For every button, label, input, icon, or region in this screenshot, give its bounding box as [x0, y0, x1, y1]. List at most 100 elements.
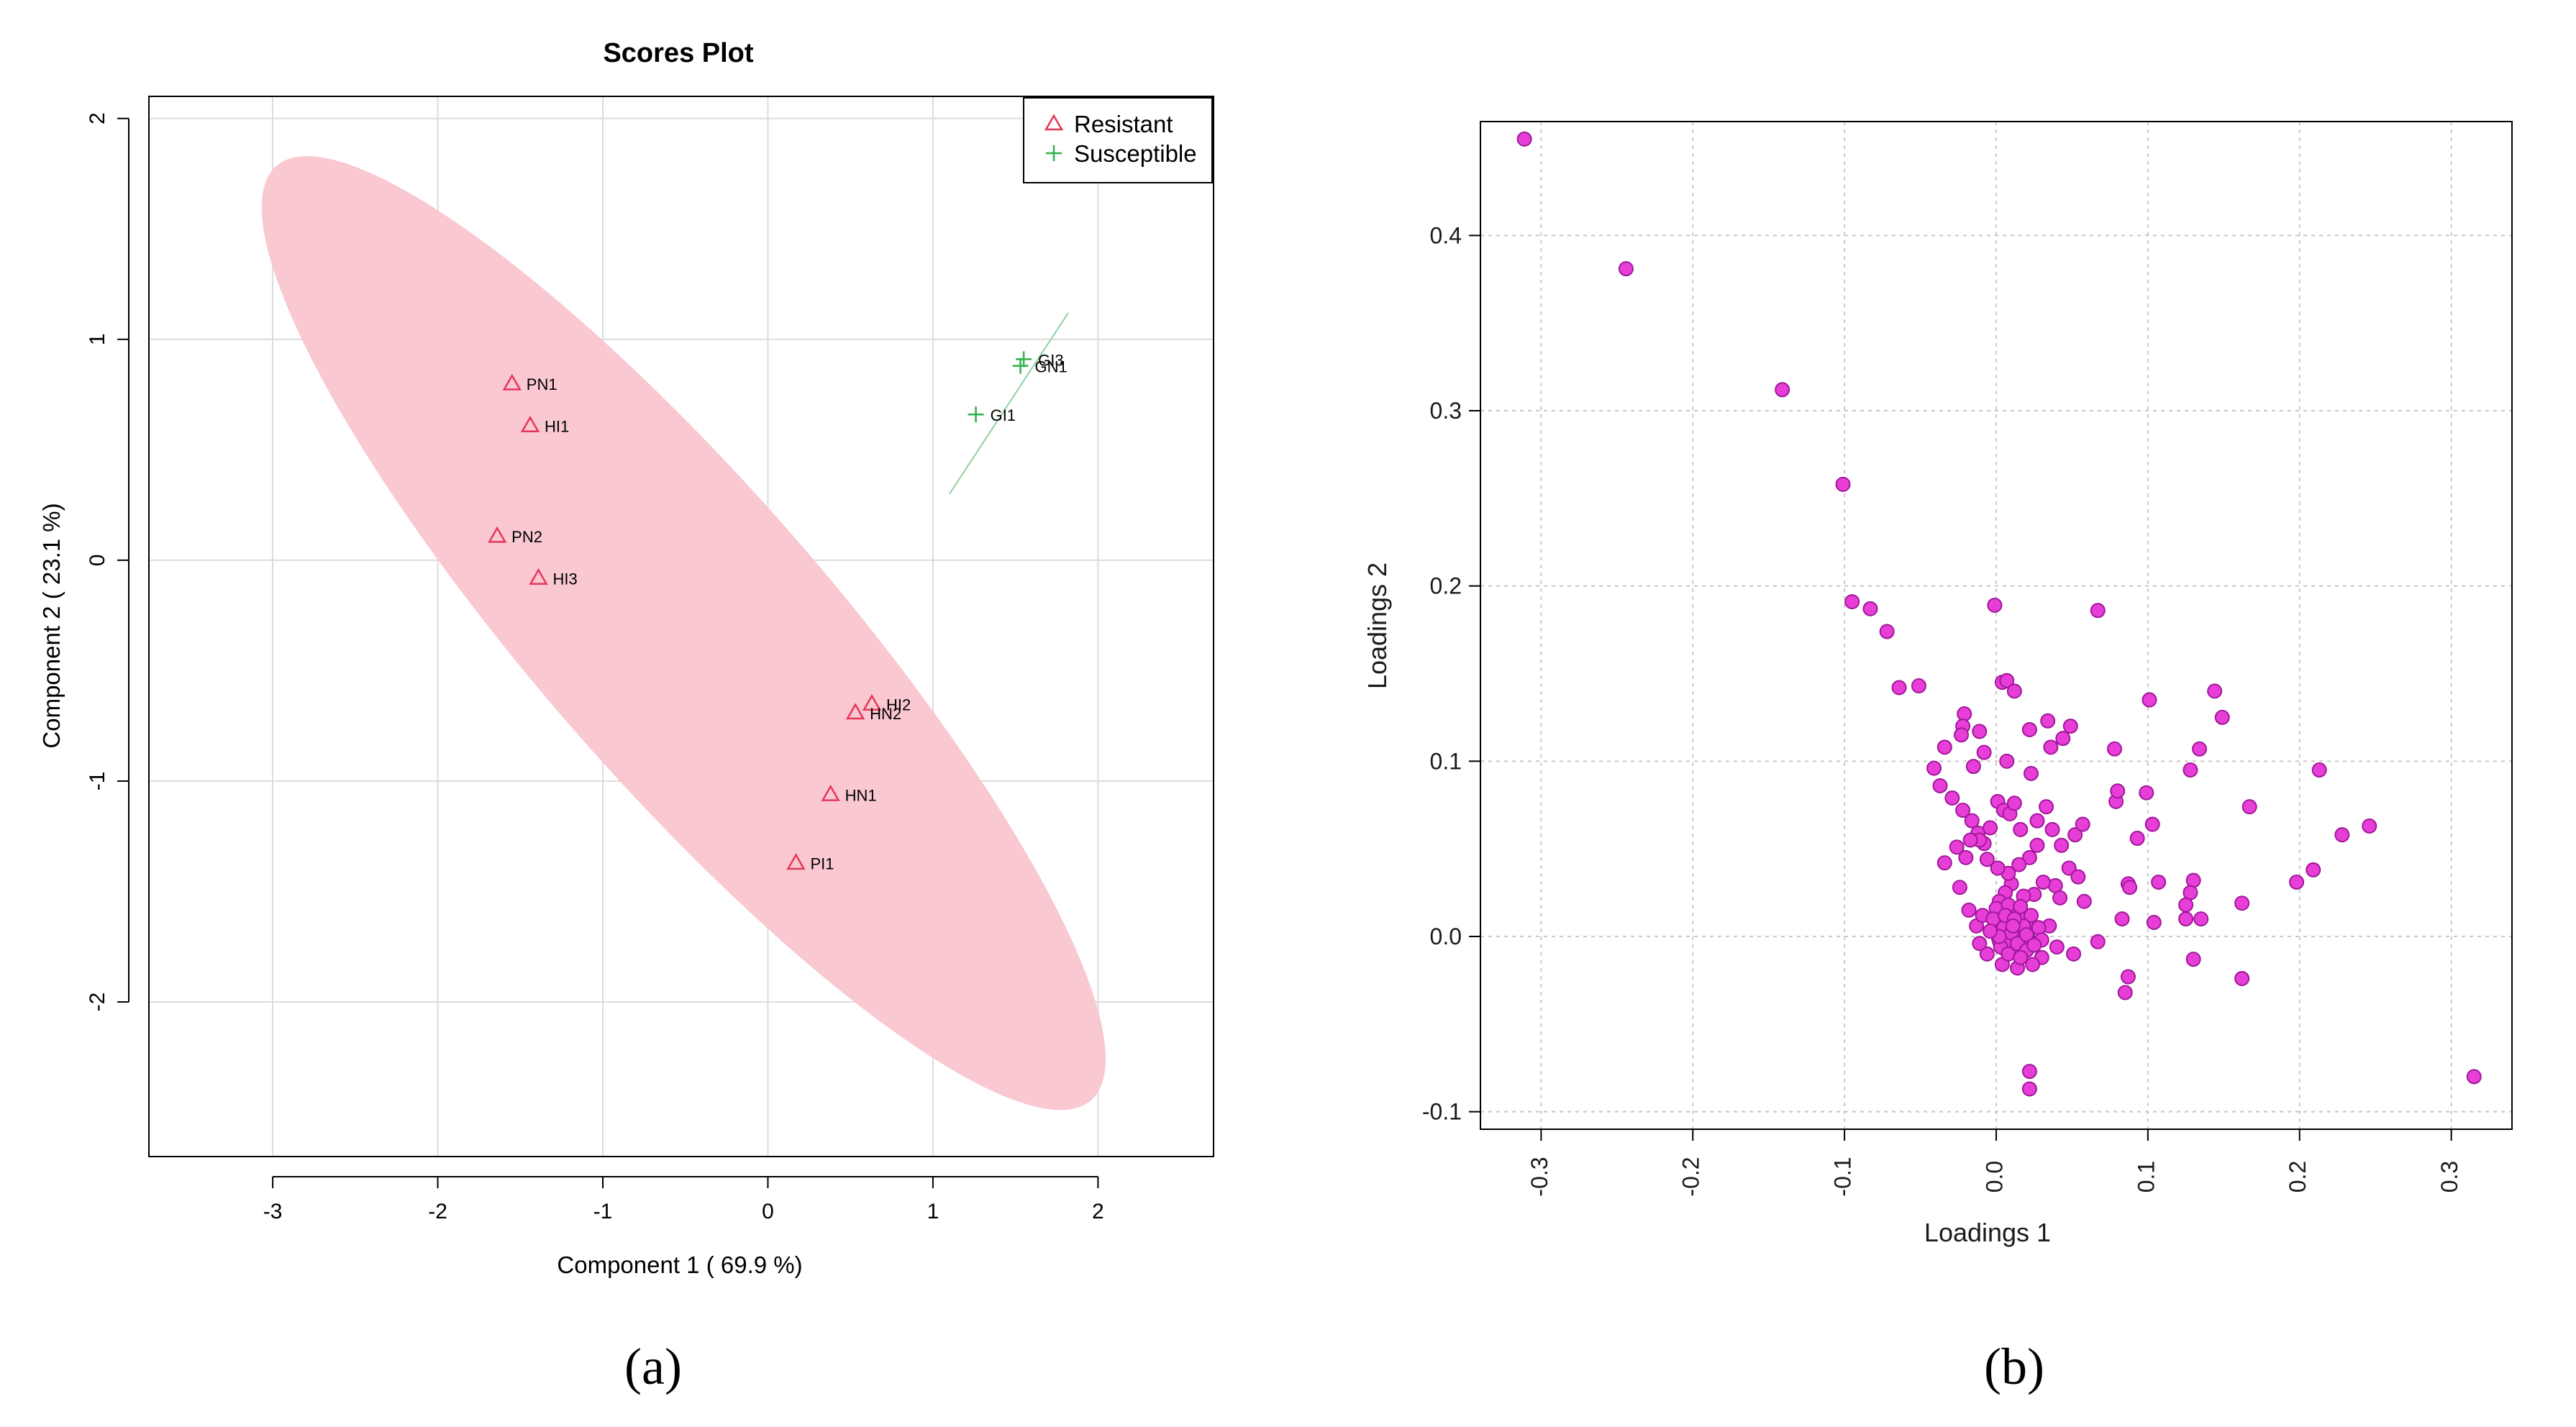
loading-point — [2043, 739, 2059, 755]
x-tick-label: -0.3 — [1526, 1157, 1552, 1196]
loading-point — [1775, 382, 1790, 398]
point-label: HN1 — [845, 786, 877, 804]
point-label: HI2 — [886, 696, 911, 714]
resistant-point — [821, 784, 840, 801]
loading-point — [2120, 969, 2136, 985]
loading-point — [1999, 753, 2015, 769]
loading-point — [2114, 911, 2130, 927]
loading-point — [2117, 985, 2133, 1000]
loading-point — [2062, 719, 2078, 734]
resistant-confidence-ellipse — [261, 156, 1106, 1111]
loadings-plot-axes: -0.3 -0.2 -0.1 0.0 0.1 0.2 0.3 -0.1 0.0 0.1 0.2 0.3… — [1422, 222, 2462, 1196]
loading-point — [1972, 724, 1988, 739]
loading-point — [1972, 936, 1988, 952]
y-tick-label: 1 — [86, 333, 109, 345]
loading-point — [2006, 795, 2022, 811]
loading-point — [1979, 946, 1995, 962]
scores-plot-title: Scores Plot — [603, 38, 753, 68]
x-tick-label: 0 — [762, 1200, 774, 1223]
loading-point — [1987, 597, 2003, 613]
y-tick-label: 0.3 — [1430, 398, 1462, 424]
legend-box — [1023, 97, 1213, 183]
scores-x-axis-label: Component 1 ( 69.9 %) — [557, 1252, 802, 1278]
loading-point — [2090, 603, 2106, 619]
point-label: GI1 — [991, 406, 1016, 424]
loading-point — [2024, 765, 2039, 781]
loading-point — [2306, 862, 2321, 877]
scores-plot-frame — [148, 96, 1214, 1157]
y-tick-label: -2 — [86, 993, 109, 1012]
loading-point — [1932, 778, 1948, 793]
loadings-plot-grid — [1480, 122, 2512, 1129]
loading-point — [2070, 869, 2086, 885]
loading-point — [2193, 911, 2209, 927]
x-tick-label: 0.2 — [2285, 1161, 2311, 1193]
loading-point — [2090, 934, 2106, 949]
resistant-point — [786, 853, 806, 870]
loading-point — [1911, 678, 1926, 694]
loading-point — [2242, 799, 2257, 815]
loading-point — [2024, 908, 2039, 924]
point-label: HI1 — [545, 418, 569, 436]
resistant-point — [520, 416, 540, 433]
loading-point — [1936, 739, 1952, 755]
loading-point — [2011, 857, 2027, 872]
loading-point — [2026, 937, 2042, 953]
x-tick-label: -0.1 — [1830, 1157, 1856, 1196]
loading-point — [1891, 680, 1907, 696]
scores-y-axis-label: Component 2 ( 23.1 %) — [38, 503, 65, 748]
loading-point — [1962, 832, 1978, 848]
loading-point — [2234, 970, 2250, 986]
legend-resistant-triangle-icon — [1044, 114, 1064, 131]
loading-point — [2021, 721, 2037, 737]
loading-point — [1957, 706, 1972, 722]
x-tick-label: 2 — [1092, 1200, 1104, 1223]
y-tick-label: -0.1 — [1422, 1099, 1462, 1125]
loading-point — [2021, 1064, 2037, 1080]
loading-point — [2122, 880, 2138, 895]
loading-point — [2139, 785, 2154, 801]
loading-point — [1958, 849, 1974, 865]
loading-point — [2234, 895, 2250, 911]
loading-point — [1926, 760, 1942, 776]
loading-point — [2013, 899, 2029, 915]
loading-point — [1952, 880, 1967, 895]
x-tick-label: -0.2 — [1678, 1157, 1704, 1196]
loading-point — [2183, 762, 2198, 778]
loading-point — [1944, 790, 1960, 806]
loading-point — [2035, 874, 2051, 890]
point-label: PN1 — [527, 375, 557, 393]
loading-point — [2334, 827, 2350, 843]
loading-point — [2207, 683, 2223, 699]
susceptible-confidence-ellipse — [949, 312, 1069, 495]
resistant-point — [862, 693, 882, 711]
loading-point — [2054, 837, 2070, 853]
loading-point — [2076, 893, 2092, 909]
scores-plot-axes: -3 -2 -1 0 1 2 -2 -1 0 1 2 — [86, 112, 1104, 1223]
loading-point — [2466, 1069, 2482, 1085]
loading-point — [2040, 713, 2056, 729]
loading-point — [2031, 920, 2047, 936]
x-tick-label: -1 — [593, 1200, 613, 1223]
loading-point — [2019, 927, 2034, 943]
scores-legend: Resistant Susceptible — [1023, 97, 1213, 183]
loading-point — [1990, 860, 2006, 876]
loading-point — [2214, 709, 2230, 725]
loading-point — [2044, 821, 2060, 837]
loading-point — [2021, 849, 2037, 865]
x-tick-label: 0.0 — [1981, 1161, 2007, 1193]
loading-point — [2110, 783, 2126, 799]
point-label: GN1 — [1035, 358, 1068, 376]
loading-point — [2049, 939, 2065, 955]
loading-point — [2052, 890, 2068, 906]
loading-point — [2142, 692, 2157, 708]
susceptible-point — [968, 406, 984, 423]
point-label: GI3 — [1038, 351, 1063, 369]
resistant-point — [502, 373, 522, 391]
loading-point — [2151, 874, 2167, 890]
loading-point — [1862, 601, 1878, 616]
point-label: HN2 — [870, 705, 901, 723]
y-tick-label: -1 — [86, 772, 109, 791]
